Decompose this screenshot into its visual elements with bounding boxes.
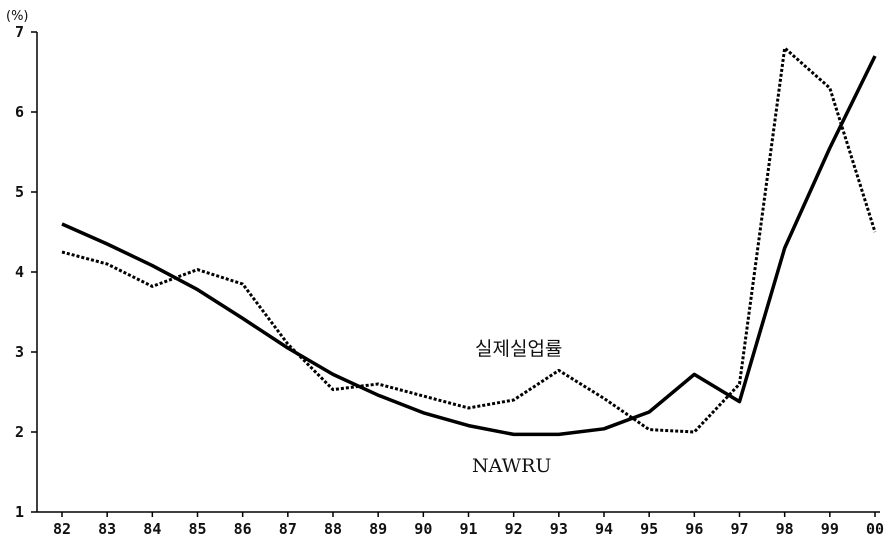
x-tick-label: 95: [640, 520, 658, 538]
x-tick-label: 83: [98, 520, 116, 538]
y-ticks: 1 2 3 4 5 6 7: [15, 23, 37, 521]
x-tick-label: 94: [595, 520, 613, 538]
x-tick-label: 91: [459, 520, 477, 538]
y-tick-label: 2: [15, 423, 24, 441]
y-tick-label: 3: [15, 343, 24, 361]
x-tick-label: 85: [188, 520, 206, 538]
y-unit-label: (%): [6, 9, 29, 24]
series-lines: [61, 46, 877, 437]
x-tick-label: 82: [53, 520, 71, 538]
x-tick-label: 87: [279, 520, 297, 538]
x-tick-label: 96: [685, 520, 703, 538]
y-tick-label: 7: [15, 23, 24, 41]
series-label-actual: 실제실업률: [475, 338, 562, 360]
y-tick-label: 4: [15, 263, 24, 281]
x-tick-label: 88: [324, 520, 342, 538]
series-label-nawru: NAWRU: [472, 455, 551, 477]
series-line-1: [61, 46, 877, 434]
x-tick-label: 99: [821, 520, 839, 538]
x-tick-label: 93: [550, 520, 568, 538]
y-tick-label: 1: [15, 503, 24, 521]
x-tick-label: 84: [143, 520, 161, 538]
x-tick-label: 89: [369, 520, 387, 538]
series-line-0: [61, 55, 877, 437]
x-tick-label: 90: [414, 520, 432, 538]
x-tick-label: 00: [866, 520, 884, 538]
x-tick-label: 98: [776, 520, 794, 538]
x-tick-label: 92: [505, 520, 523, 538]
x-tick-label: 86: [234, 520, 252, 538]
y-tick-label: 6: [15, 103, 24, 121]
y-tick-label: 5: [15, 183, 24, 201]
x-ticks: 82 83 84 85 86 87 88 89 90 91 92 93 94 95 96 97 98 99 00: [53, 512, 884, 538]
x-tick-label: 97: [730, 520, 748, 538]
